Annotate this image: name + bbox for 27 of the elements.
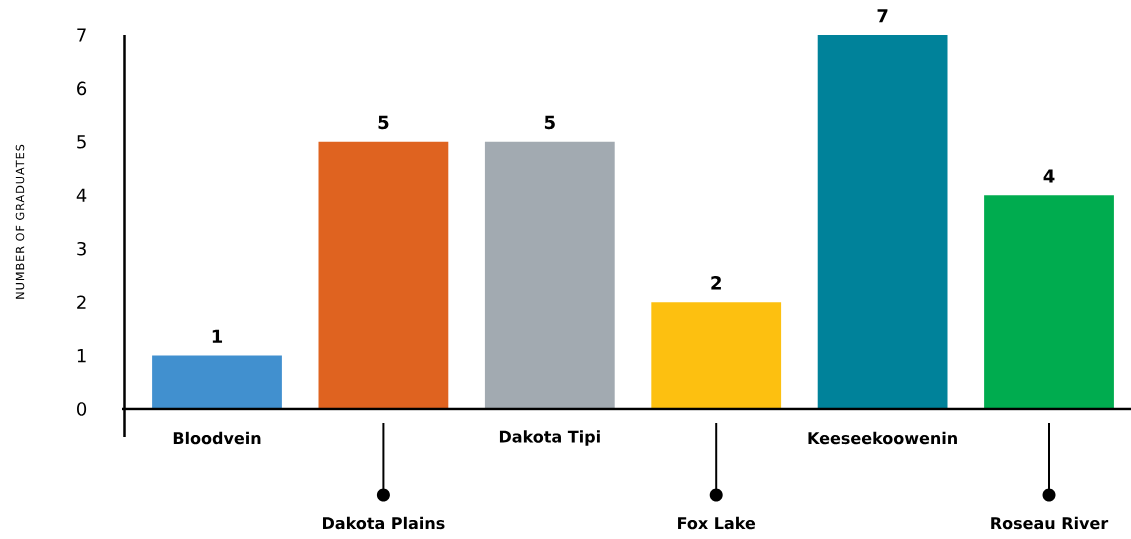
y-tick-label: 5 — [77, 135, 86, 149]
data-label: 5 — [378, 115, 389, 130]
bar — [817, 35, 948, 409]
y-tick-label: 0 — [77, 402, 87, 416]
y-tick-label: 3 — [77, 241, 86, 256]
y-tick-label: 2 — [77, 295, 86, 309]
bar — [984, 195, 1114, 409]
data-label: 4 — [1043, 169, 1055, 183]
bar — [318, 141, 449, 409]
y-tick-label: 7 — [77, 28, 86, 42]
y-tick-label: 6 — [77, 81, 87, 96]
bar — [152, 355, 282, 409]
bar — [651, 302, 782, 409]
data-label: 1 — [212, 329, 223, 343]
x-tick-label: Bloodvein — [173, 431, 261, 445]
data-label: 7 — [877, 9, 888, 23]
y-tick-label: 4 — [76, 188, 87, 202]
x-tick-label: Keeseekoowenin — [808, 431, 957, 445]
data-label: 5 — [544, 115, 555, 130]
y-axis-title: NUMBER OF GRADUATES — [15, 144, 25, 299]
data-label: 2 — [711, 276, 721, 290]
x-tick-label: Dakota Plains — [323, 516, 445, 530]
bar — [484, 141, 615, 409]
x-tick-label: Fox Lake — [678, 516, 756, 530]
y-tick-label: 1 — [77, 349, 86, 363]
x-tick-label: Roseau River — [991, 516, 1109, 530]
x-tick-label: Dakota Tipi — [499, 430, 600, 446]
